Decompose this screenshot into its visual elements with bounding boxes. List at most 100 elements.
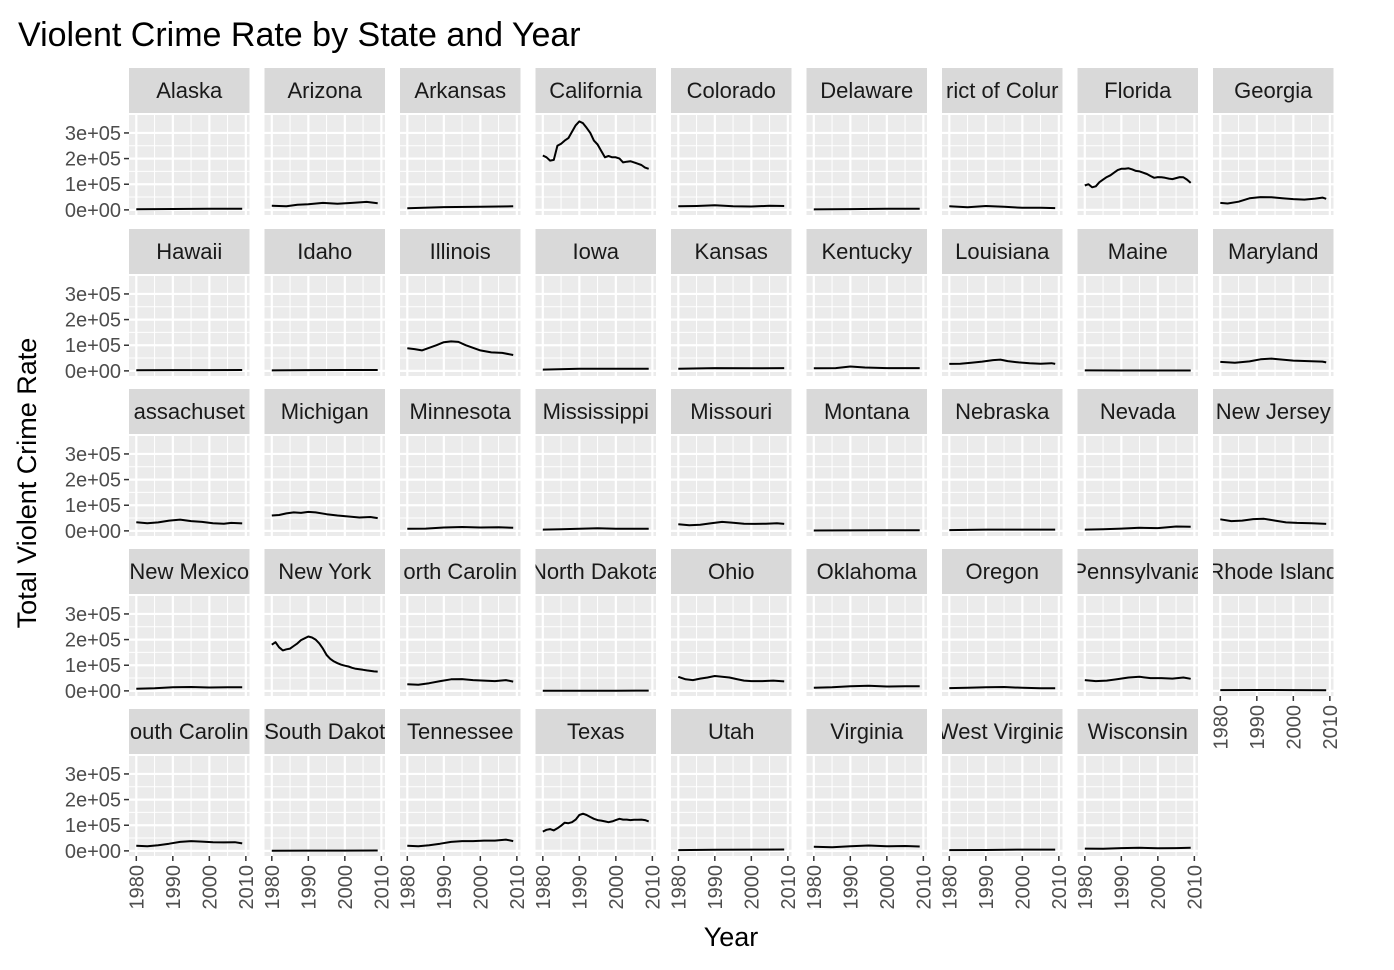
facet-tennessee: Tennessee 1980 1990 2000 2010: [397, 709, 529, 910]
x-tick-label: 1990: [1247, 705, 1269, 750]
x-tick-label: 2010: [642, 865, 664, 910]
panel-bg-minnesota: [400, 436, 521, 536]
panel-bg-illinois: [400, 276, 521, 376]
series-line-louisiana: [949, 358, 1056, 365]
strip-tennessee: [400, 709, 521, 754]
strip-new-jersey: [1213, 389, 1334, 434]
strip-michigan: [264, 389, 385, 434]
facet-alaska: Alaska 0e+00 1e+05 2e+05 3e+05: [65, 68, 250, 222]
panel-bg-kentucky: [806, 276, 927, 376]
panel-bg-hawaii: [129, 276, 250, 376]
facet-illinois: Illinois: [400, 229, 521, 376]
panel-bg-missouri: [671, 436, 792, 536]
strip-label-new-mexico: New Mexico: [129, 559, 249, 584]
strip-massachusetts: [129, 389, 250, 434]
facet-south-dakota: South Dakot 1980 1990 2000 2010: [262, 709, 393, 910]
panel-bg-michigan: [264, 436, 385, 536]
panel-bg-nevada: [1077, 436, 1198, 536]
strip-label-maryland: Maryland: [1228, 239, 1318, 264]
facet-massachusetts: assachuset 0e+00 1e+05 2e+05 3e+05: [65, 389, 250, 543]
panel-bg-georgia: [1213, 115, 1334, 215]
series-line-kentucky: [813, 365, 920, 370]
grid-north-carolina: [400, 596, 521, 696]
strip-texas: [535, 709, 656, 754]
facet-colorado: Colorado: [671, 68, 792, 215]
grid-colorado: [671, 115, 792, 215]
grid-arizona: [264, 115, 385, 215]
strip-california: [535, 68, 656, 113]
facet-montana: Montana: [806, 389, 927, 536]
strip-minnesota: [400, 389, 521, 434]
panel-bg-new-mexico: [129, 596, 250, 696]
grid-kansas: [671, 276, 792, 376]
x-tick-label: 2000: [470, 865, 492, 910]
y-axis-title: Total Violent Crime Rate: [12, 338, 42, 629]
strip-iowa: [535, 229, 656, 274]
strip-label-oregon: Oregon: [966, 559, 1039, 584]
panel-bg-south-carolina: [129, 756, 250, 856]
grid-nevada: [1077, 436, 1198, 536]
facet-nevada: Nevada: [1077, 389, 1198, 536]
x-tick-label: 1980: [262, 865, 284, 910]
panel-bg-kansas: [671, 276, 792, 376]
strip-maine: [1077, 229, 1198, 274]
strip-arkansas: [400, 68, 521, 113]
grid-wisconsin: [1077, 756, 1198, 856]
strip-label-louisiana: Louisiana: [955, 239, 1050, 264]
facet-ohio: Ohio: [671, 549, 792, 696]
x-tick-label: 1990: [163, 865, 185, 910]
strip-maryland: [1213, 229, 1334, 274]
strip-north-carolina: [400, 549, 521, 594]
strip-arizona: [264, 68, 385, 113]
y-tick-label: 0e+00: [65, 841, 121, 863]
strip-colorado: [671, 68, 792, 113]
panel-bg-pennsylvania: [1077, 596, 1198, 696]
strip-label-west-virginia: West Virginia: [938, 719, 1068, 744]
strip-label-oklahoma: Oklahoma: [817, 559, 918, 584]
x-tick-label: 1980: [126, 865, 148, 910]
strip-label-new-york: New York: [278, 559, 372, 584]
x-tick-label: 2010: [1184, 865, 1206, 910]
x-tick-label: 2000: [1283, 705, 1305, 750]
strip-illinois: [400, 229, 521, 274]
series-line-west-virginia: [949, 848, 1056, 852]
y-tick-label: 2e+05: [65, 790, 121, 812]
series-line-california: [542, 120, 650, 170]
panel-bg-idaho: [264, 276, 385, 376]
y-tick-label: 0e+00: [65, 521, 121, 543]
strip-label-north-carolina: orth Carolin: [403, 559, 517, 584]
facet-georgia: Georgia: [1213, 68, 1334, 215]
y-tick-label: 2e+05: [65, 630, 121, 652]
facet-wisconsin: Wisconsin 1980 1990 2000 2010: [1075, 709, 1206, 910]
facet-maine: Maine: [1077, 229, 1198, 376]
strip-west-virginia: [942, 709, 1063, 754]
strip-label-mississippi: Mississippi: [543, 399, 649, 424]
strip-label-montana: Montana: [824, 399, 910, 424]
y-tick-label: 2e+05: [65, 149, 121, 171]
x-tick-label: 1980: [804, 865, 826, 910]
panel-bg-arizona: [264, 115, 385, 215]
facet-minnesota: Minnesota: [400, 389, 521, 536]
panel-bg-utah: [671, 756, 792, 856]
x-axis-title: Year: [704, 922, 759, 952]
strip-label-georgia: Georgia: [1234, 78, 1313, 103]
x-tick-label: 1990: [434, 865, 456, 910]
panel-bg-alaska: [129, 115, 250, 215]
x-tick-label: 2010: [913, 865, 935, 910]
x-tick-label: 2000: [1012, 865, 1034, 910]
series-line-oklahoma: [813, 684, 920, 689]
strip-kansas: [671, 229, 792, 274]
strip-label-florida: Florida: [1104, 78, 1172, 103]
strip-label-pennsylvania: Pennsylvania: [1072, 559, 1204, 584]
grid-oklahoma: [806, 596, 927, 696]
panel-bg-arkansas: [400, 115, 521, 215]
x-tick-label: 2010: [507, 865, 529, 910]
x-tick-label: 2010: [778, 865, 800, 910]
x-tick-label: 2010: [1320, 705, 1342, 750]
x-tick-label: 2000: [741, 865, 763, 910]
x-tick-label: 1980: [533, 865, 555, 910]
panel-bg-north-dakota: [535, 596, 656, 696]
strip-label-idaho: Idaho: [297, 239, 352, 264]
strip-south-dakota: [264, 709, 385, 754]
